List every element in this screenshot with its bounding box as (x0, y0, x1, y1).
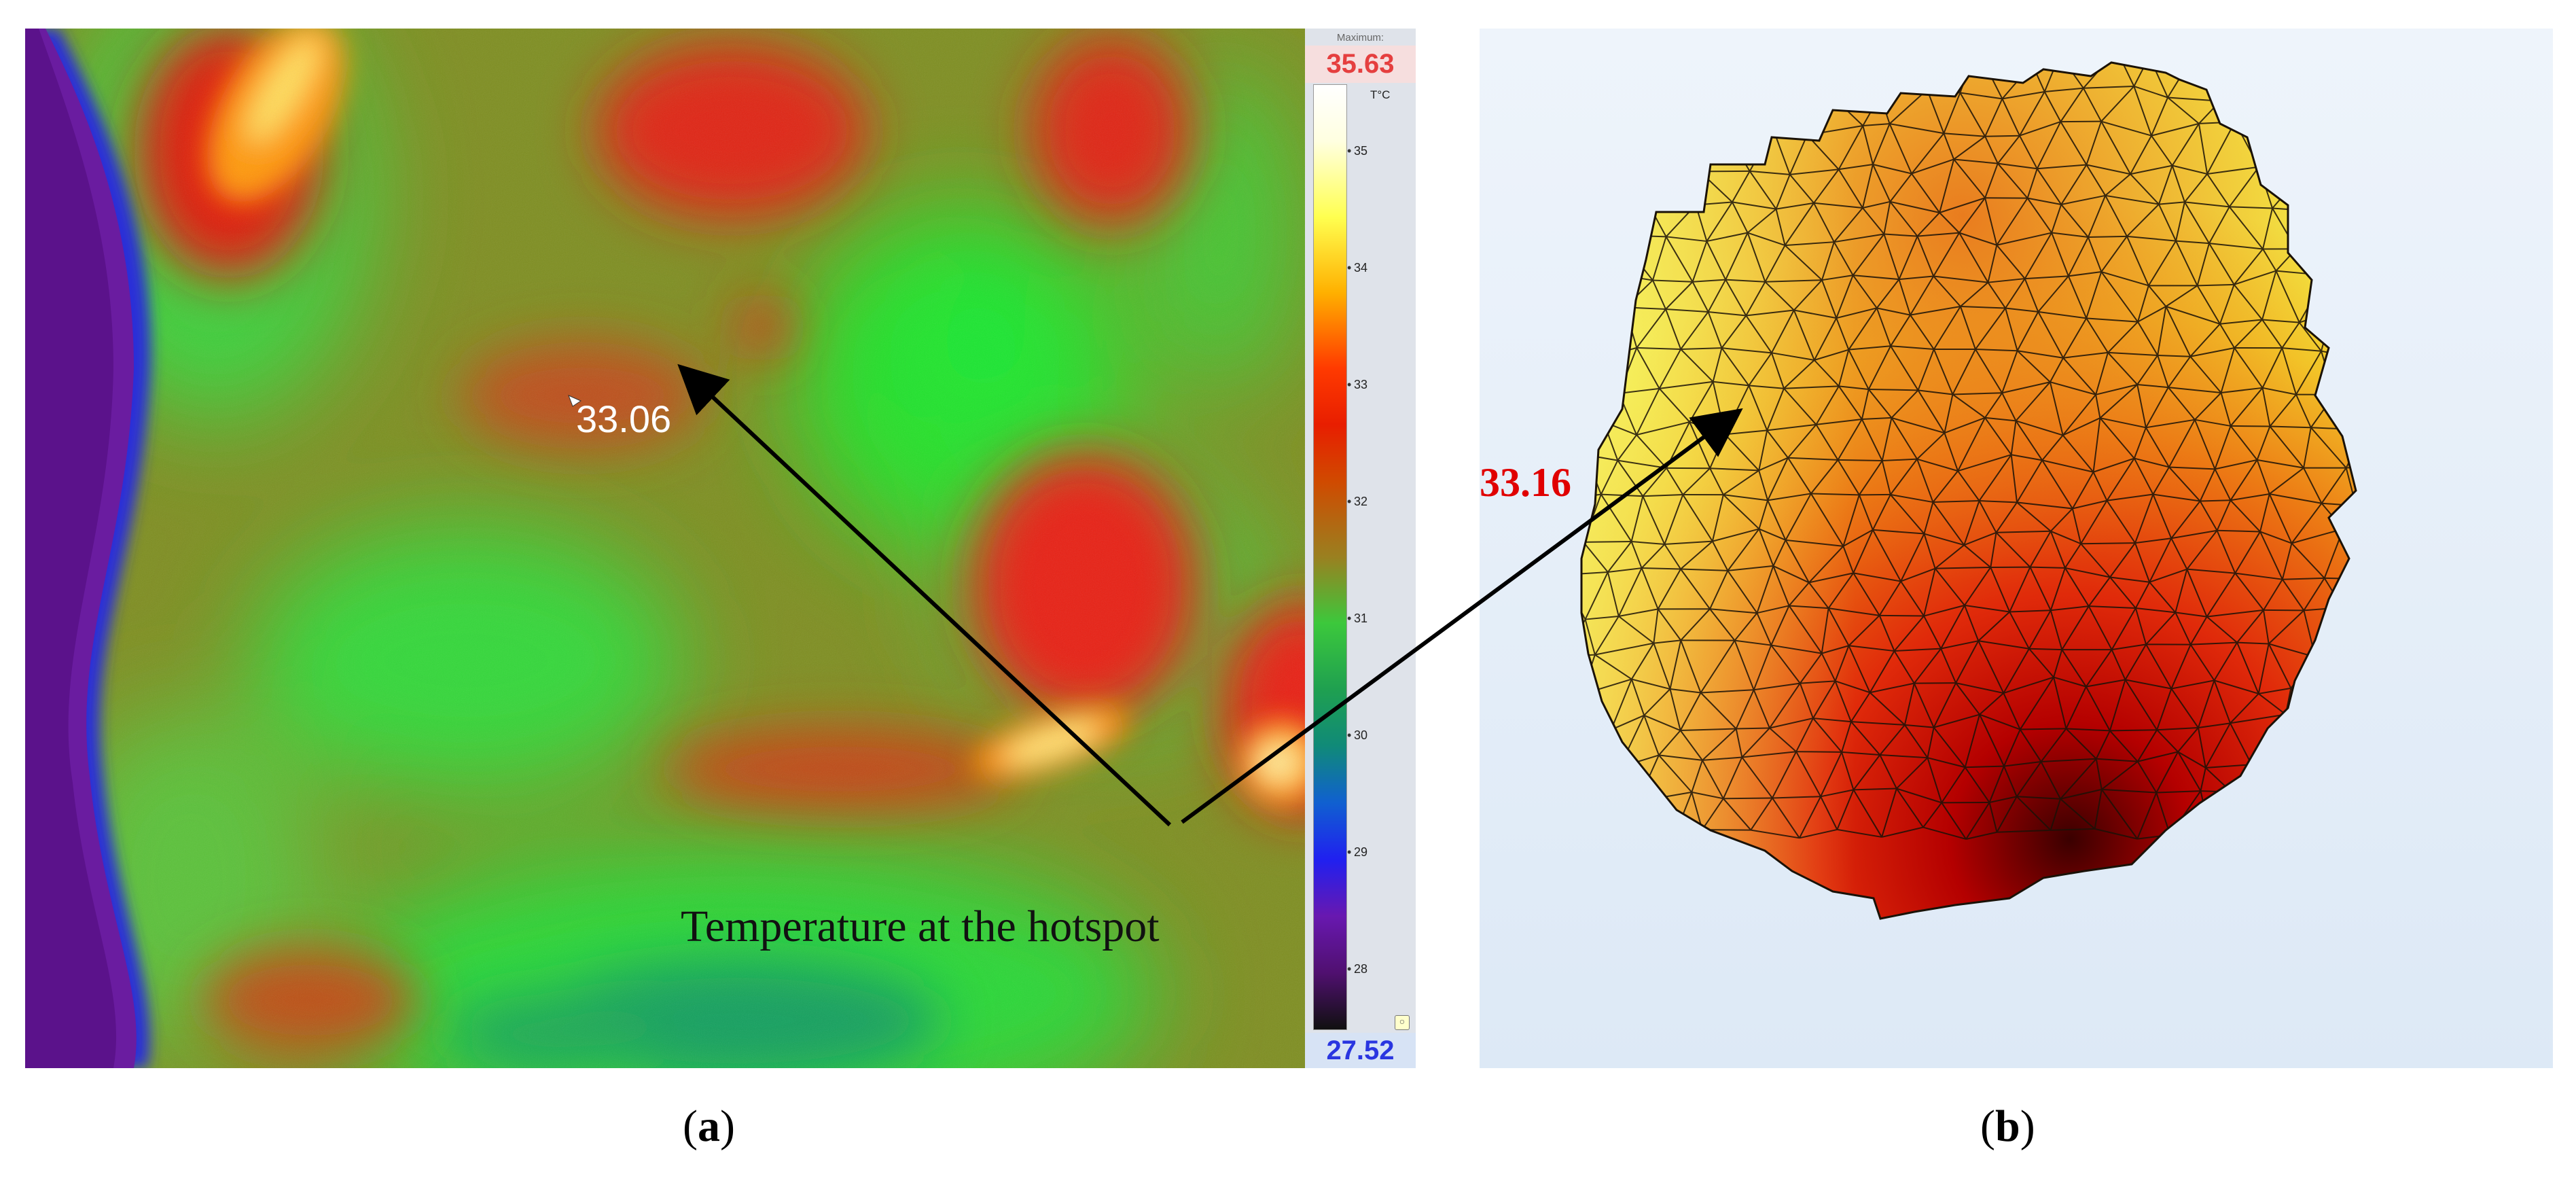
scale-tick-label: 31 (1347, 612, 1408, 626)
hotspot-caption: Temperature at the hotspot (681, 902, 1160, 951)
scale-tick-label: 29 (1347, 845, 1408, 860)
maximum-temperature-value: 35.63 (1305, 46, 1416, 83)
scale-tick-label: 30 (1347, 728, 1408, 743)
panel-b-label: (b) (1980, 1101, 2035, 1151)
panel-a-label: (a) (683, 1101, 735, 1151)
maximum-label: Maximum: (1336, 32, 1384, 43)
palette-settings-icon[interactable]: ○ (1395, 1015, 1410, 1030)
scale-tick-label: 34 (1347, 261, 1408, 275)
unit-label: T°C (1370, 88, 1391, 101)
mesh-model-panel (1480, 29, 2553, 1068)
scale-tick-label: 32 (1347, 495, 1408, 509)
cursor-marker-icon (568, 395, 582, 407)
color-gradient-bar (1313, 84, 1347, 1030)
scale-tick-label: 28 (1347, 962, 1408, 976)
triangulated-breast-model (1580, 61, 2357, 920)
scale-tick-label: 35 (1347, 144, 1408, 158)
minimum-temperature-value: 27.52 (1305, 1033, 1416, 1068)
scale-tick-label: 33 (1347, 378, 1408, 392)
model-hotspot-temperature: 33.16 (1480, 460, 1571, 505)
temperature-color-scale: Maximum: 35.63 T°C 35 34 33 32 31 30 29 … (1305, 29, 1416, 1068)
spot-temperature-reading: 33.06 (576, 397, 672, 440)
